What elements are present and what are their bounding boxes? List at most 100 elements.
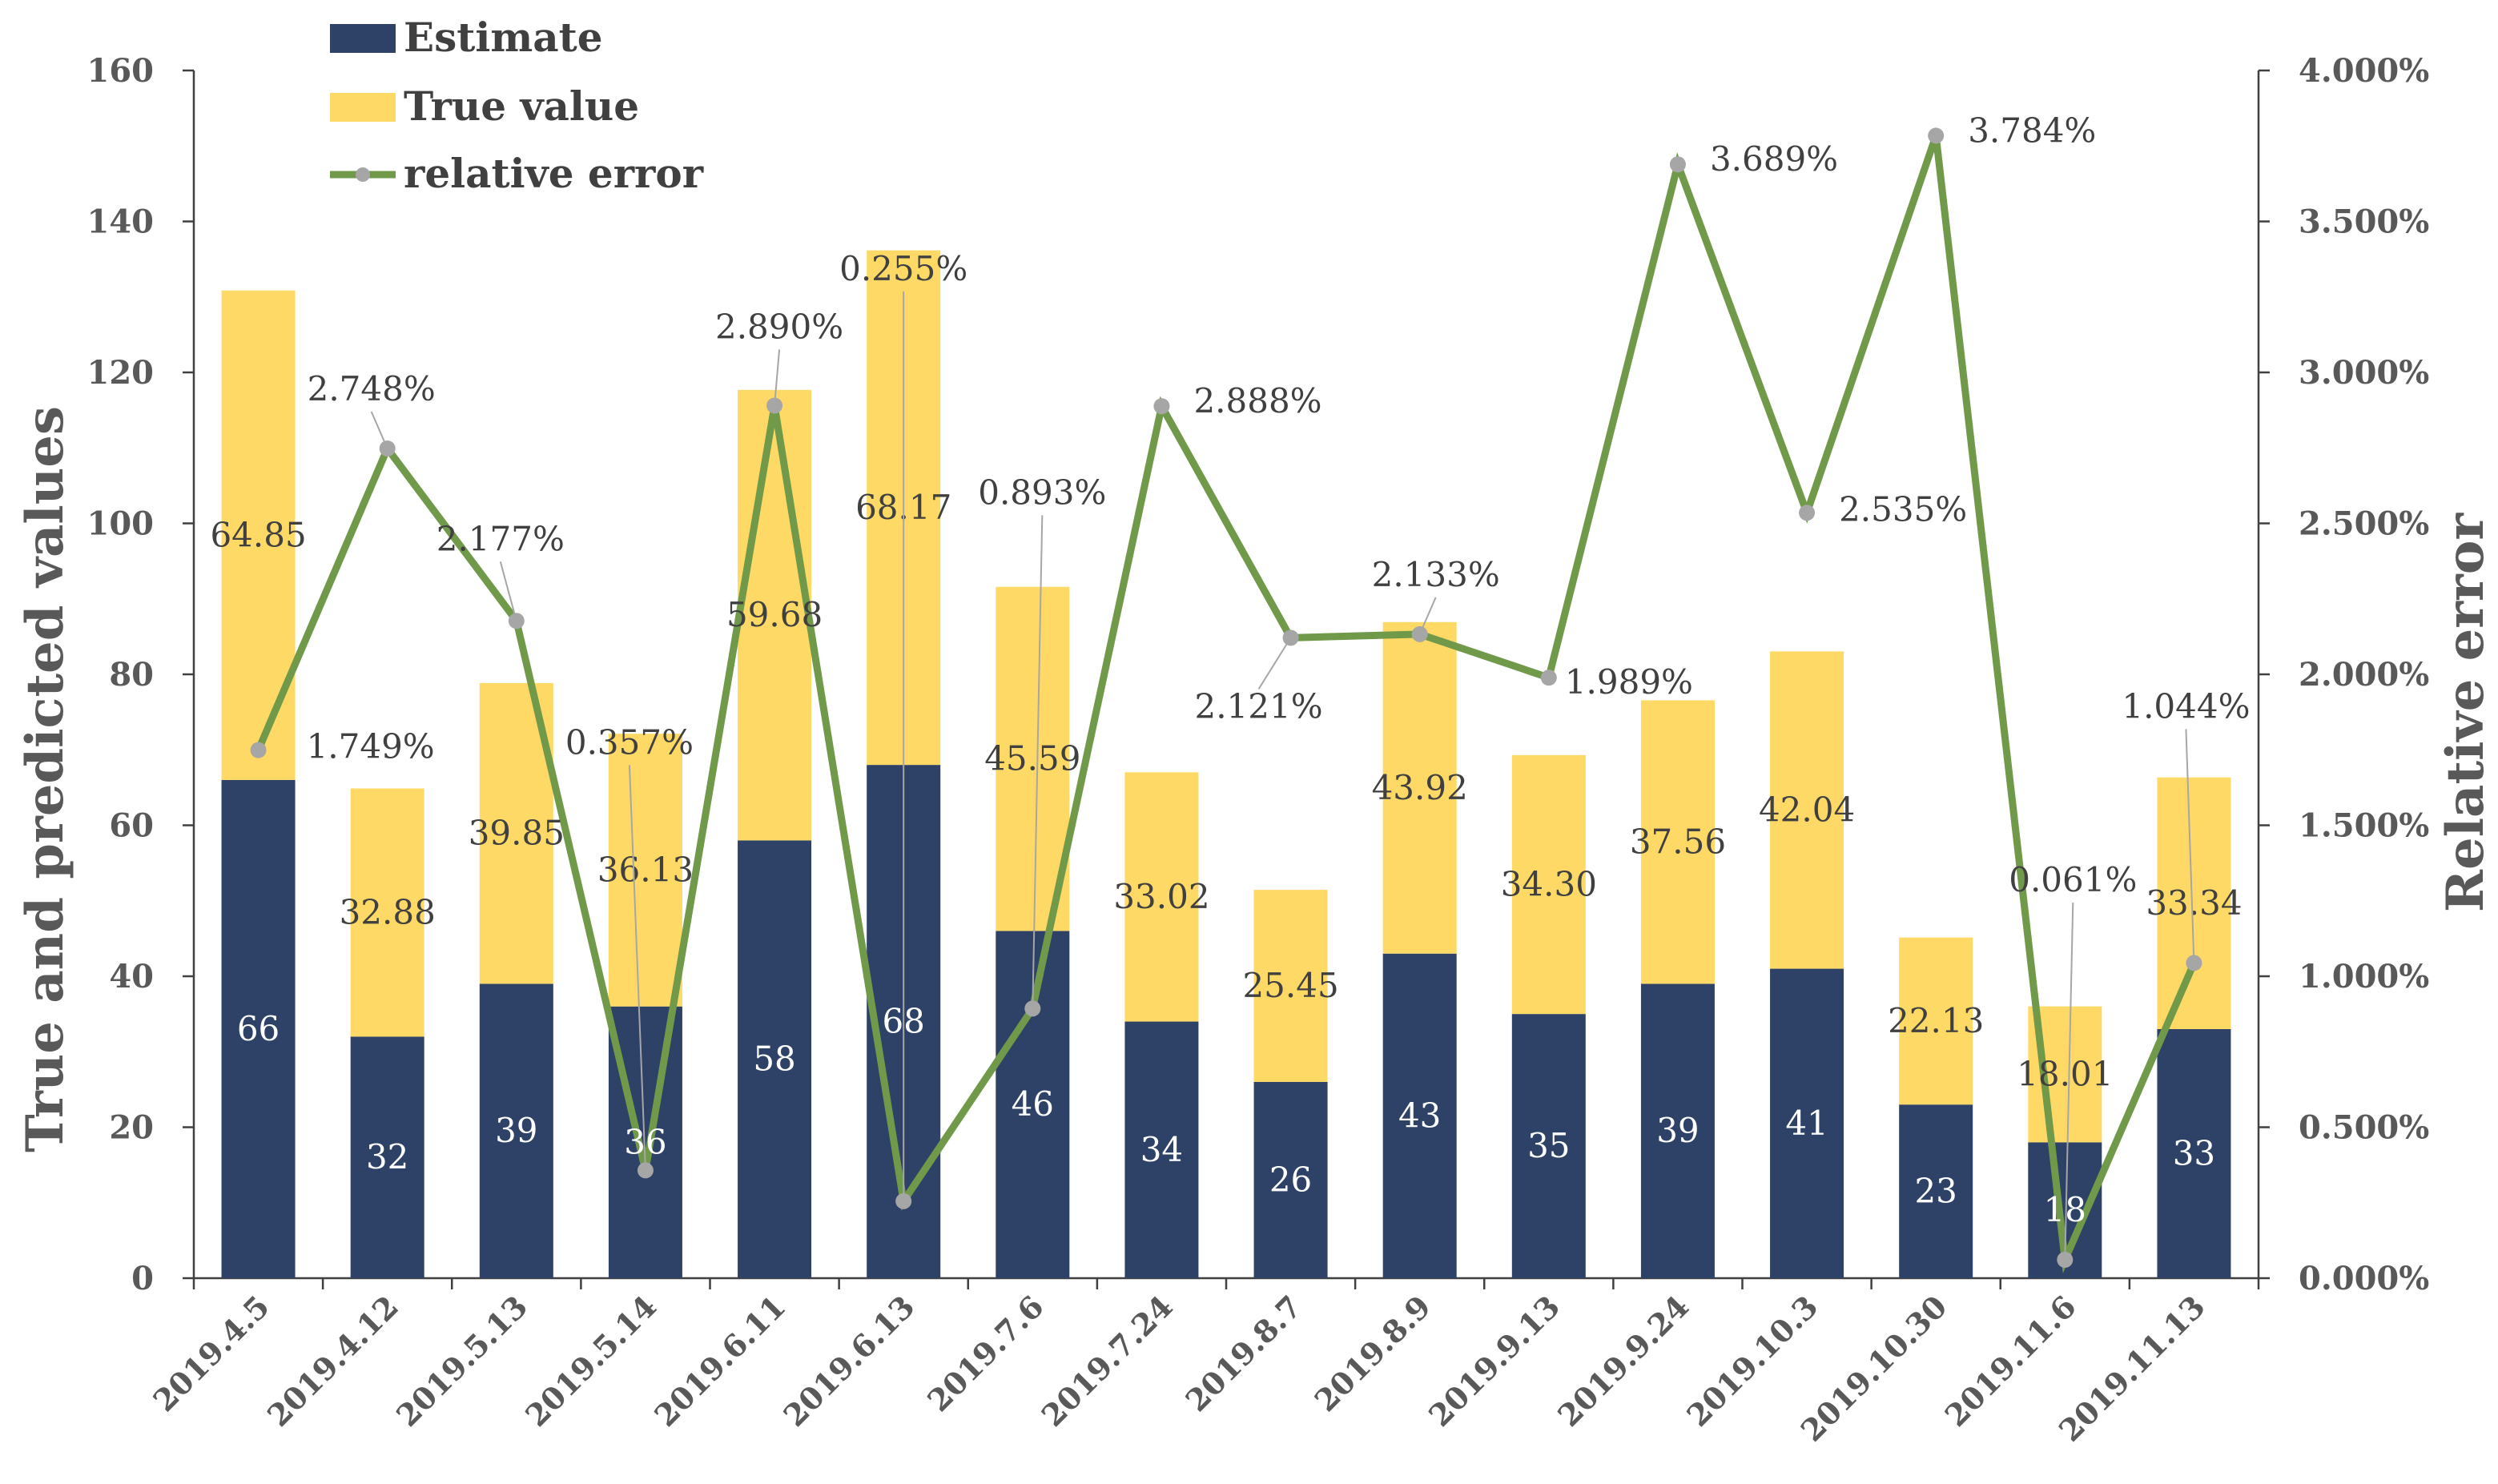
x-tick-label: 2019.9.13: [1422, 1289, 1567, 1434]
relative-error-marker: [1540, 670, 1557, 686]
x-tick-label: 2019.6.13: [776, 1289, 921, 1434]
relative-error-value-label: 0.255%: [839, 249, 967, 288]
y-tick-label: 80: [109, 656, 154, 694]
true-value-label: 42.04: [1759, 790, 1855, 829]
relative-error-leader-line: [1257, 637, 1292, 690]
estimate-value-label: 43: [1398, 1096, 1441, 1135]
estimate-value-label: 58: [753, 1040, 795, 1079]
true-value-label: 25.45: [1242, 966, 1338, 1005]
relative-error-value-label: 1.989%: [1565, 662, 1693, 702]
bar-true-value: [2157, 777, 2231, 1029]
y2-tick-label: 0.500%: [2299, 1109, 2429, 1147]
relative-error-marker: [1669, 156, 1686, 173]
x-tick-label: 2019.4.12: [260, 1289, 405, 1434]
relative-error-value-label: 2.535%: [1839, 489, 1967, 529]
x-tick-label: 2019.7.6: [920, 1289, 1051, 1419]
y-tick-label: 40: [109, 958, 154, 995]
relative-error-value-label: 2.177%: [436, 519, 565, 558]
legend: Estimate True value relative error: [330, 14, 704, 197]
relative-error-value-label: 1.749%: [307, 727, 435, 766]
x-tick-label: 2019.8.7: [1178, 1289, 1309, 1419]
true-value-label: 18.01: [2017, 1054, 2113, 1093]
true-value-label: 36.13: [597, 850, 694, 889]
y2-tick-label: 3.000%: [2299, 354, 2429, 392]
estimate-value-label: 23: [1914, 1172, 1957, 1211]
relative-error-leader-line: [2185, 729, 2195, 963]
true-value-label: 33.02: [1113, 877, 1209, 916]
estimate-value-label: 33: [2173, 1133, 2215, 1172]
bar-true-value: [738, 389, 812, 841]
y2-tick-label: 3.500%: [2299, 203, 2429, 241]
relative-error-marker: [1153, 398, 1170, 415]
true-value-label: 34.30: [1501, 864, 1597, 903]
relative-error-marker: [1928, 127, 1945, 144]
y2-tick-label: 4.000%: [2299, 52, 2429, 90]
relative-error-value-label: 0.893%: [978, 473, 1106, 512]
legend-marker-relative-error: [356, 167, 370, 182]
true-value-label: 22.13: [1888, 1001, 1984, 1040]
relative-error-marker: [1799, 505, 1816, 521]
relative-error-leader-line: [1418, 597, 1437, 635]
relative-error-value-label: 1.044%: [2122, 686, 2250, 726]
y-tick-label: 0: [131, 1260, 154, 1297]
x-tick-label: 2019.5.14: [518, 1289, 663, 1434]
relative-error-value-label: 0.357%: [565, 722, 694, 762]
relative-error-value-label: 2.748%: [308, 369, 436, 408]
bar-estimate: [1382, 953, 1457, 1278]
bar-true-value: [1511, 754, 1586, 1015]
relative-error-leader-line: [628, 765, 646, 1171]
x-tick-label: 2019.7.24: [1034, 1289, 1179, 1434]
x-tick-label: 2019.11.6: [1937, 1289, 2082, 1434]
legend-swatch-estimate: [330, 24, 396, 53]
y2-axis-title: Relative error: [2436, 513, 2496, 913]
estimate-value-label: 66: [237, 1009, 280, 1048]
bar-estimate: [1511, 1014, 1586, 1278]
estimate-value-label: 35: [1527, 1126, 1570, 1165]
data-labels: 6664.853232.883939.853636.135859.686868.…: [210, 111, 2251, 1261]
true-value-label: 64.85: [210, 515, 306, 554]
relative-error-value-label: 0.061%: [2009, 860, 2137, 899]
relative-error-line: [255, 134, 2198, 1274]
y-axis-title: True and predicted values: [15, 406, 75, 1152]
relative-error-marker: [250, 742, 267, 758]
bar-true-value: [1770, 651, 1844, 969]
estimate-value-label: 46: [1012, 1084, 1054, 1124]
bar-estimate: [221, 779, 296, 1278]
relative-error-value-label: 2.121%: [1194, 686, 1322, 726]
x-tick-label: 2019.10.3: [1679, 1289, 1824, 1434]
bar-estimate: [1253, 1081, 1328, 1278]
legend-label-true-value: True value: [404, 82, 639, 130]
relative-error-value-label: 2.133%: [1372, 555, 1500, 594]
bar-true-value: [996, 586, 1070, 931]
x-tick-label: 2019.5.13: [389, 1289, 534, 1434]
bar-estimate: [1124, 1021, 1199, 1278]
relative-error-value-label: 2.890%: [715, 307, 843, 346]
relative-error-leader-line: [2064, 902, 2074, 1261]
relative-error-leader-line: [1032, 515, 1044, 1009]
y2-tick-label: 2.000%: [2299, 656, 2429, 694]
bar-true-value: [350, 788, 424, 1037]
estimate-value-label: 18: [2044, 1190, 2086, 1229]
y2-tick-label: 0.000%: [2299, 1260, 2429, 1297]
estimate-value-label: 41: [1785, 1104, 1828, 1143]
bar-estimate: [1899, 1104, 1973, 1278]
true-value-label: 45.59: [984, 739, 1080, 778]
y-tick-label: 20: [109, 1109, 154, 1147]
true-value-label: 43.92: [1372, 768, 1468, 807]
bar-estimate: [1640, 983, 1715, 1278]
y2-tick-label: 1.500%: [2299, 807, 2429, 845]
relative-error-leader-line: [370, 411, 388, 449]
bar-true-value: [1253, 890, 1328, 1082]
relative-error-value-label: 3.689%: [1710, 139, 1838, 179]
legend-swatch-true-value: [330, 93, 396, 122]
bar-estimate: [479, 983, 553, 1278]
true-value-label: 33.34: [2146, 883, 2242, 923]
y-tick-label: 120: [87, 354, 155, 392]
relative-error-value-label: 2.888%: [1193, 381, 1321, 420]
legend-label-relative-error: relative error: [404, 150, 704, 197]
x-tick-label: 2019.6.11: [647, 1289, 792, 1434]
estimate-value-label: 26: [1269, 1160, 1312, 1199]
y-tick-label: 140: [87, 203, 155, 241]
x-tick-label: 2019.9.24: [1551, 1289, 1696, 1434]
bar-true-value: [608, 734, 682, 1007]
